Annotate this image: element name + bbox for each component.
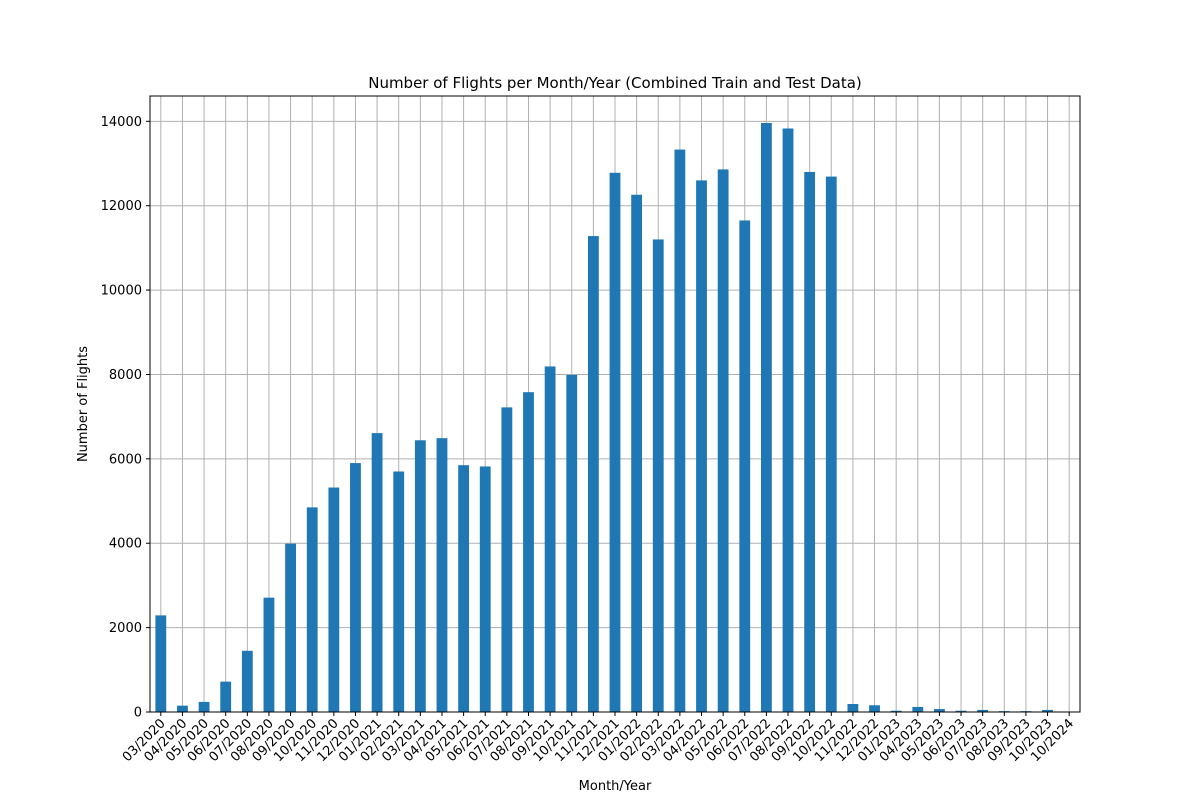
bar-07-2023: [977, 709, 989, 712]
bar-11-2022: [847, 703, 859, 712]
bar-08-2021: [523, 392, 534, 712]
y-tick-label: 6000: [109, 452, 142, 467]
bar-05-2021: [458, 465, 470, 712]
bar-04-2022: [696, 180, 707, 713]
bar-12-2022: [869, 705, 880, 712]
bar-07-2020: [241, 650, 253, 712]
bar-04-2020: [177, 705, 188, 712]
y-tick-label: 10000: [101, 284, 142, 299]
chart-title: Number of Flights per Month/Year (Combin…: [368, 74, 862, 92]
bar-09-2022: [804, 171, 816, 713]
y-axis-label: Number of Flights: [76, 346, 91, 462]
bar-08-2022: [782, 128, 794, 712]
bar-10-2022: [825, 176, 837, 712]
bar-02-2022: [652, 239, 664, 712]
bar-03-2020: [155, 615, 167, 712]
bar-03-2021: [414, 440, 426, 712]
bar-11-2020: [328, 487, 340, 712]
bar-06-2022: [739, 220, 751, 712]
bar-06-2021: [479, 466, 491, 712]
x-axis-label: Month/Year: [579, 779, 652, 794]
bar-06-2020: [220, 681, 232, 712]
bar-05-2022: [717, 169, 729, 712]
bar-10-2021: [566, 374, 578, 712]
bars: [155, 123, 1053, 713]
y-tick-label: 2000: [109, 621, 142, 636]
bar-03-2022: [674, 149, 686, 712]
bar-06-2023: [955, 710, 967, 712]
bar-07-2021: [501, 407, 513, 712]
y-tick-label: 4000: [109, 537, 142, 552]
bar-09-2020: [285, 543, 296, 712]
bar-01-2021: [371, 433, 383, 712]
bar-12-2021: [609, 172, 621, 712]
y-tick-label: 8000: [109, 368, 142, 383]
bar-10-2023: [1042, 709, 1053, 712]
bar-08-2020: [263, 597, 275, 712]
y-tick-label: 14000: [101, 115, 142, 130]
y-axis-ticks: 0 2000 4000 6000 8000 10000 12000 14000: [101, 115, 150, 721]
bar-04-2023: [912, 706, 924, 712]
bar-10-2020: [306, 507, 318, 712]
x-axis-ticks: 03/202004/202005/202006/202007/202008/20…: [120, 712, 1077, 765]
bar-09-2021: [544, 366, 556, 712]
bar-01-2023: [890, 710, 902, 712]
bar-05-2020: [198, 701, 210, 712]
bar-05-2023: [934, 709, 945, 712]
bar-04-2021: [436, 438, 448, 712]
bar-12-2020: [350, 463, 361, 712]
y-tick-label: 12000: [101, 199, 142, 214]
bar-02-2021: [393, 471, 405, 712]
bar-01-2022: [631, 194, 643, 712]
bar-11-2021: [587, 236, 599, 712]
bar-07-2022: [760, 123, 772, 712]
y-tick-label: 0: [134, 706, 142, 721]
